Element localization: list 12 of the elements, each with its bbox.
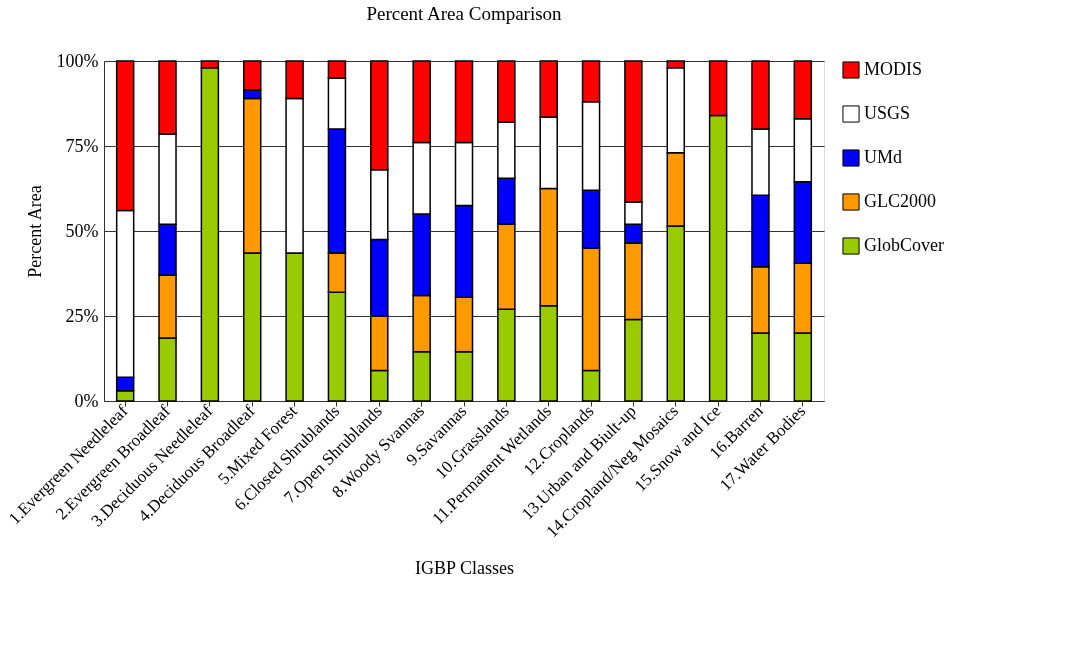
legend-label: GlobCover	[864, 235, 944, 255]
legend-label: GLC2000	[864, 191, 936, 211]
y-tick-label: 50%	[65, 220, 99, 241]
chart-title: Percent Area Comparison	[366, 3, 563, 24]
legend-label: MODIS	[864, 59, 923, 79]
legend-label: UMd	[864, 147, 903, 167]
legend-label: USGS	[864, 103, 911, 123]
x-axis-title: IGBP Classes	[415, 558, 514, 579]
y-tick-label: 75%	[65, 135, 99, 156]
y-axis-title: Percent Area	[24, 185, 45, 278]
y-tick-label: 100%	[56, 50, 99, 71]
y-tick-label: 25%	[65, 305, 99, 326]
